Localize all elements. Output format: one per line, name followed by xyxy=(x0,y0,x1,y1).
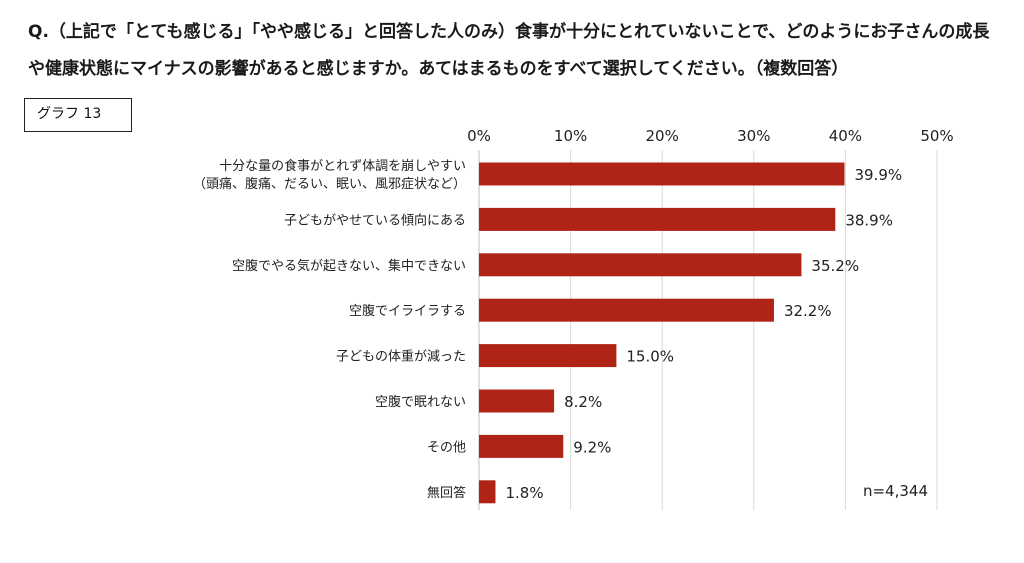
data-label: 39.9% xyxy=(854,166,902,184)
data-label: 1.8% xyxy=(505,484,543,502)
x-tick-label: 30% xyxy=(737,127,770,145)
data-label: 8.2% xyxy=(564,393,602,411)
data-label: 38.9% xyxy=(845,211,893,229)
x-tick-label: 0% xyxy=(467,127,491,145)
x-tick-label: 40% xyxy=(829,127,862,145)
data-label: 35.2% xyxy=(811,257,859,275)
x-tick-label: 20% xyxy=(646,127,679,145)
x-tick-label: 10% xyxy=(554,127,587,145)
category-label: 無回答 xyxy=(427,485,466,501)
category-label: 空腹で眠れない xyxy=(375,394,466,410)
category-label: 十分な量の食事がとれず体調を崩しやすい xyxy=(219,158,466,174)
x-tick-label: 50% xyxy=(920,127,953,145)
bar xyxy=(479,344,617,368)
data-label: 32.2% xyxy=(784,302,832,320)
category-label: 空腹でやる気が起きない、集中できない xyxy=(232,258,466,274)
data-label: 9.2% xyxy=(573,438,611,456)
bar xyxy=(479,434,564,458)
graph-label: グラフ 13 xyxy=(24,98,132,132)
category-label: 空腹でイライラする xyxy=(349,303,466,319)
bar xyxy=(479,480,496,504)
sample-size-note: n=4,344 xyxy=(863,482,928,500)
question-text: Q.（上記で「とても感じる」「やや感じる」と回答した人のみ）食事が十分にとれてい… xyxy=(28,22,990,79)
category-label: 子どもの体重が減った xyxy=(336,349,466,365)
data-label: 15.0% xyxy=(626,348,674,366)
bar xyxy=(479,389,555,413)
bar xyxy=(479,207,836,231)
category-label: （頭痛、腹痛、だるい、眠い、風邪症状など） xyxy=(193,176,466,192)
bar xyxy=(479,298,774,322)
bar xyxy=(479,162,845,186)
category-label: その他 xyxy=(427,440,466,455)
bar xyxy=(479,253,802,277)
category-label: 子どもがやせている傾向にある xyxy=(284,212,466,228)
